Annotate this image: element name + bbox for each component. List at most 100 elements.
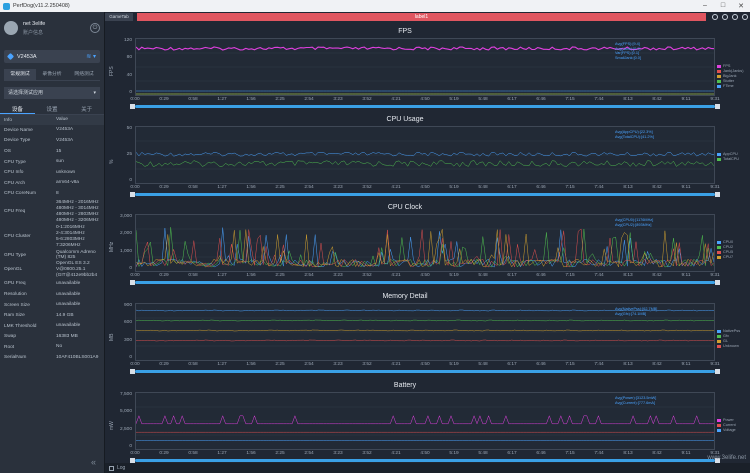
x-tick-label: 0:00 xyxy=(130,273,140,278)
x-tick-label: 9:31 xyxy=(710,451,720,456)
x-tick-label: 6:46 xyxy=(536,97,546,102)
timeline-scrollbar[interactable] xyxy=(130,369,720,374)
table-row: CPU Freq 364MHz - 2016MHz 480MHz - 3014MH… xyxy=(0,199,104,224)
x-tick-label: 4:50 xyxy=(420,273,430,278)
x-tick-label: 6:46 xyxy=(536,451,546,456)
timeline-scrollbar[interactable] xyxy=(130,192,720,197)
timeline-scrollbar[interactable] xyxy=(130,280,720,285)
legend-item[interactable]: CPU5 xyxy=(717,250,733,255)
info-key: CPU Type xyxy=(4,159,26,165)
table-row: CPU Cluster 0-1:2016MHz 2-4:3014MHz 5-6:2… xyxy=(0,224,104,249)
legend-item[interactable]: TotalCPU xyxy=(717,157,739,162)
legend-item[interactable]: GL xyxy=(717,339,740,344)
legend-item[interactable]: Power xyxy=(717,418,736,423)
maximize-button[interactable]: □ xyxy=(720,2,726,9)
x-tick-label: 8:42 xyxy=(652,451,662,456)
app-select[interactable]: 请选择测试应用 ▾ xyxy=(4,87,100,99)
x-tick-label: 5:48 xyxy=(478,185,488,190)
settings-icon[interactable] xyxy=(722,13,728,20)
timeline-scrollbar[interactable] xyxy=(130,104,720,109)
x-tick-label: 3:23 xyxy=(333,362,343,367)
tab-network-test[interactable]: 网络测试 xyxy=(68,69,100,81)
x-tick-label: 6:17 xyxy=(507,362,517,367)
table-row: CPU Type sun xyxy=(0,157,104,168)
close-button[interactable]: ✕ xyxy=(738,3,744,10)
chart-title: CPU Clock xyxy=(387,204,423,211)
collapse-sidebar-icon[interactable]: « xyxy=(91,457,97,467)
legend-swatch xyxy=(717,65,721,68)
log-checkbox[interactable] xyxy=(109,465,114,471)
info-value: 10AF410BLS001A9 xyxy=(56,355,99,361)
legend-item[interactable]: CPU2 xyxy=(717,245,733,250)
x-tick-label: 7:15 xyxy=(565,185,575,190)
avatar[interactable] xyxy=(4,21,18,35)
legend-item[interactable]: CPU0 xyxy=(717,240,733,245)
info-key: LMK Threshold xyxy=(4,323,37,329)
info-value: No xyxy=(56,344,63,350)
tab-device[interactable]: 设备 xyxy=(0,105,35,114)
tab-game[interactable]: GameTab xyxy=(105,12,133,21)
chart-plot[interactable] xyxy=(135,214,715,272)
timeline-scrollbar[interactable] xyxy=(130,458,720,463)
x-axis-ticks: 0:00 0:29 0:58 1:27 1:56 2:25 2:54 3:23 3:52 4:21… xyxy=(130,362,719,368)
x-tick-label: 5:48 xyxy=(478,362,488,367)
legend-item[interactable]: Gfx xyxy=(717,334,740,339)
info-value: 16383 MB xyxy=(56,333,78,339)
chart-plot[interactable] xyxy=(135,392,715,450)
x-tick-label: 0:29 xyxy=(159,451,169,456)
legend-item[interactable]: Stutter xyxy=(717,79,743,84)
x-tick-label: 1:27 xyxy=(217,451,227,456)
tab-settings[interactable]: 设置 xyxy=(46,107,58,113)
tab-label1[interactable]: label1 xyxy=(137,12,706,21)
info-value: unavailable xyxy=(56,323,81,329)
x-tick-label: 9:11 xyxy=(681,451,691,456)
legend-item[interactable]: NativePss xyxy=(717,329,740,334)
legend-swatch xyxy=(717,345,721,348)
download-icon[interactable] xyxy=(732,13,738,20)
chart-plot[interactable] xyxy=(135,303,715,361)
chart-plot[interactable] xyxy=(135,126,715,184)
stat-line: SmallJank:[0.0] xyxy=(615,55,641,60)
x-tick-label: 0:29 xyxy=(159,273,169,278)
table-row: GPU Type Qualcomm Adreno (TM) 825 xyxy=(0,250,104,262)
chart-plot[interactable] xyxy=(135,38,715,96)
location-icon[interactable] xyxy=(712,13,718,20)
legend-item[interactable]: Jank(Janks) xyxy=(717,69,743,74)
legend-item[interactable]: CPU7 xyxy=(717,255,733,260)
top-tab-bar: GameTab label1 xyxy=(105,12,750,21)
legend-item[interactable]: Unknown xyxy=(717,344,740,349)
log-label[interactable]: Log xyxy=(117,465,126,471)
x-tick-label: 0:29 xyxy=(159,362,169,367)
minimize-button[interactable]: – xyxy=(703,2,707,9)
legend-swatch xyxy=(717,335,721,338)
account-info-link[interactable]: 账户信息 xyxy=(23,29,44,36)
watermark: www.3elife.net xyxy=(707,455,746,461)
tab-normal-test[interactable]: 常规测试 xyxy=(4,69,36,81)
collapse-icon[interactable] xyxy=(742,13,748,20)
info-value: 14.9 GB xyxy=(56,312,74,318)
info-key: CPU CoreNum xyxy=(4,191,36,197)
tab-about[interactable]: 关于 xyxy=(81,107,93,113)
logout-icon[interactable]: ⏻ xyxy=(90,23,100,33)
legend-item[interactable]: Current xyxy=(717,423,736,428)
user-panel: net 3elife 账户信息 ⏻ xyxy=(0,12,104,44)
legend-item[interactable]: AppCPU xyxy=(717,152,739,157)
stat-line: Avg(AppCPU):[22.3%] xyxy=(615,130,653,134)
x-tick-label: 9:31 xyxy=(710,97,720,102)
tab-video-analysis[interactable]: 录像分析 xyxy=(36,69,68,81)
y-axis-label: % xyxy=(109,159,115,164)
x-tick-label: 1:56 xyxy=(246,451,256,456)
wifi-icon[interactable]: ≋ ▾ xyxy=(86,54,96,60)
sub-tabs: 设备 设置 关于 xyxy=(0,105,104,115)
legend-item[interactable]: Voltage xyxy=(717,428,736,433)
device-select[interactable]: V2453A ≋ ▾ xyxy=(4,50,100,63)
legend-item[interactable]: BigJank xyxy=(717,74,743,79)
table-header: Info Value xyxy=(0,115,104,125)
legend-label: CPU5 xyxy=(723,250,734,254)
legend-label: Stutter xyxy=(723,79,735,83)
legend-item[interactable]: FTime xyxy=(717,84,743,89)
chart-title: Battery xyxy=(393,382,417,389)
info-key: OpenGL xyxy=(4,267,23,273)
x-tick-label: 7:15 xyxy=(565,273,575,278)
legend-item[interactable]: FPS xyxy=(717,64,743,69)
